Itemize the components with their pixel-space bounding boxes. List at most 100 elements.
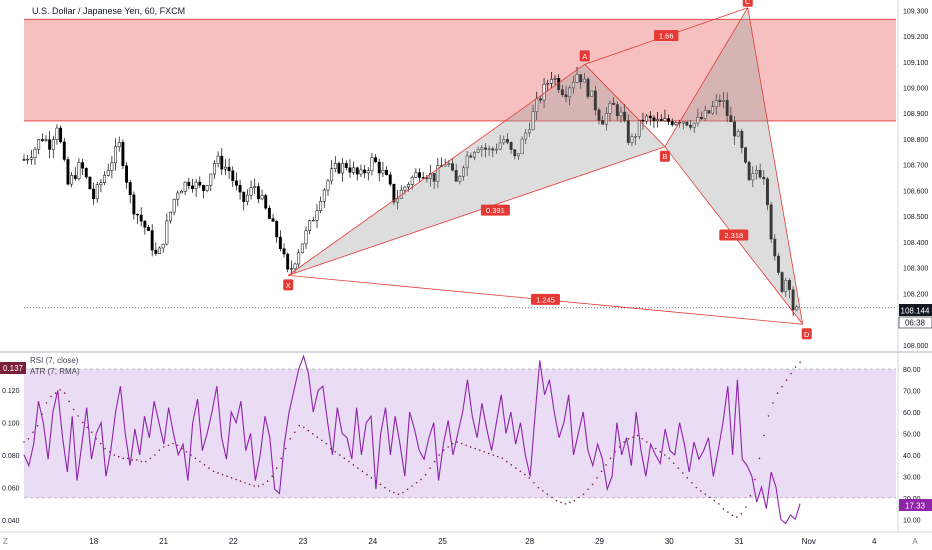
- candle-up: [95, 184, 99, 200]
- atr-point: [582, 493, 585, 495]
- atr-point: [645, 441, 648, 443]
- atr-point: [411, 485, 413, 487]
- rsi-tick-label: 10.00: [903, 517, 921, 524]
- pattern-point-b-badge: [659, 150, 670, 162]
- atr-point: [325, 442, 328, 445]
- candle-down: [700, 116, 703, 119]
- candle-down: [509, 142, 513, 150]
- price-tick-label: 109.300: [903, 8, 928, 15]
- price-tick-label: 108.500: [903, 214, 928, 221]
- atr-point: [348, 460, 350, 463]
- candle-up: [575, 74, 579, 83]
- candle-up: [359, 169, 363, 175]
- atr-point: [117, 455, 120, 458]
- candle-up: [403, 186, 407, 191]
- atr-point: [239, 480, 242, 482]
- atr-point: [27, 437, 30, 440]
- atr-point: [104, 447, 107, 450]
- atr-point: [709, 496, 711, 499]
- atr-point: [77, 415, 79, 417]
- atr-point: [537, 486, 540, 489]
- atr-point: [569, 501, 571, 504]
- candle-down: [264, 195, 268, 209]
- rsi-tick-label: 70.00: [903, 388, 921, 395]
- atr-point: [749, 494, 752, 497]
- candle-down: [271, 218, 275, 222]
- candle-up: [194, 181, 198, 189]
- atr-point: [415, 481, 418, 484]
- candle-down: [612, 103, 616, 105]
- candle-down: [707, 110, 711, 114]
- candle-up: [736, 130, 740, 137]
- atr-point: [487, 452, 490, 455]
- candle-up: [158, 247, 161, 254]
- candle-up: [205, 185, 209, 191]
- harmonic-pattern[interactable]: X A B C D 0.391 1.66 2.318 1.245: [283, 0, 812, 340]
- atr-point: [496, 455, 499, 458]
- atr-point: [460, 442, 463, 445]
- candle-down: [601, 120, 605, 125]
- atr-value-badge: [0, 362, 26, 374]
- time-tick-label: 30: [665, 537, 674, 546]
- atr-point: [23, 441, 25, 443]
- candle-down: [615, 104, 619, 117]
- candle-down: [432, 173, 436, 182]
- atr-point: [298, 424, 301, 427]
- corner-left-label[interactable]: Z: [3, 537, 8, 546]
- atr-point: [668, 457, 671, 460]
- price-tick-label: 108.700: [903, 163, 928, 170]
- atr-point: [59, 389, 61, 391]
- candle-down: [128, 182, 132, 196]
- atr-point: [311, 433, 314, 435]
- price-tick-label: 108.400: [903, 240, 928, 247]
- rsi-legend-label[interactable]: RSI (7, close): [30, 356, 79, 365]
- candle-up: [473, 151, 476, 158]
- candle-up: [341, 163, 345, 174]
- candle-up: [33, 149, 37, 159]
- candle-up: [703, 110, 707, 119]
- candle-down: [560, 89, 564, 96]
- candles-layer: [22, 66, 799, 316]
- candle-up: [370, 157, 374, 171]
- pattern-leg-cd: [747, 7, 804, 325]
- candle-up: [751, 173, 755, 181]
- candle-up: [531, 111, 535, 131]
- atr-point: [478, 449, 481, 451]
- corner-right-label[interactable]: A: [912, 537, 918, 546]
- candle-down: [762, 176, 766, 180]
- candle-down: [136, 213, 139, 216]
- atr-point: [722, 508, 725, 510]
- atr-point: [194, 457, 197, 460]
- atr-point: [677, 467, 680, 469]
- candle-down: [769, 204, 773, 240]
- symbol-title[interactable]: U.S. Dollar / Japanese Yen, 60, FXCM: [32, 6, 185, 16]
- rsi-series-line: [23, 354, 801, 525]
- atr-point: [257, 485, 260, 487]
- atr-point: [641, 437, 643, 440]
- atr-point: [122, 457, 125, 460]
- atr-point: [86, 426, 88, 429]
- candle-up: [37, 139, 41, 150]
- atr-point: [248, 483, 251, 486]
- atr-point: [776, 392, 779, 394]
- candle-up: [520, 138, 524, 155]
- atr-point: [736, 516, 738, 518]
- atr-point: [695, 486, 698, 489]
- candle-down: [689, 124, 693, 128]
- candle-down: [740, 130, 744, 148]
- time-axis[interactable]: 18 21 22 23 24 25 28 29 30 31 Nov 4: [89, 537, 877, 546]
- ratio-badge: [530, 293, 560, 305]
- atr-point: [334, 450, 337, 453]
- atr-point: [596, 477, 598, 479]
- candle-down: [191, 185, 194, 189]
- atr-legend-label[interactable]: ATR (7, RMA): [30, 367, 80, 376]
- atr-point: [388, 490, 391, 492]
- candle-up: [755, 169, 758, 174]
- atr-point: [627, 437, 630, 440]
- atr-point: [176, 444, 179, 447]
- price-axis[interactable]: [898, 0, 932, 352]
- atr-point: [45, 402, 48, 404]
- candle-up: [410, 177, 414, 185]
